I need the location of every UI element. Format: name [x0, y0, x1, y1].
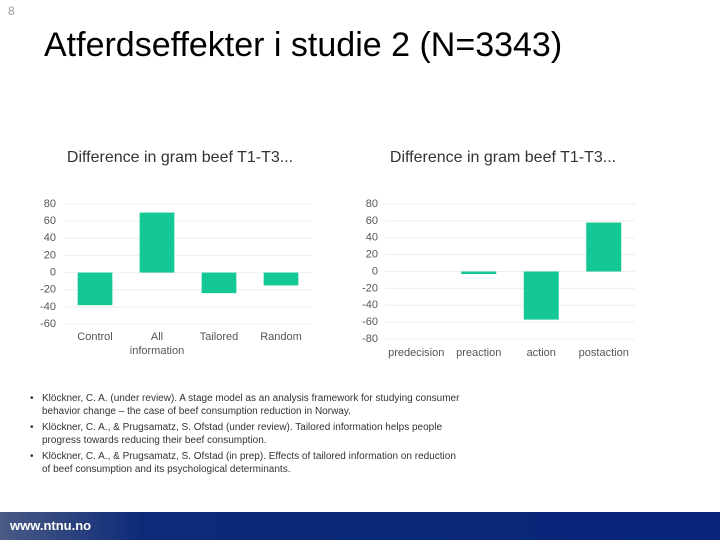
plot: -60 -40 -20 0 20 40 60 80	[40, 198, 312, 330]
x-tick-label: Control	[77, 331, 113, 343]
y-tick-label: 0	[372, 265, 378, 277]
y-tick-label: -60	[40, 318, 56, 330]
x-tick-label: Tailored	[199, 331, 239, 343]
footer-url: www.ntnu.no	[10, 518, 92, 533]
y-tick-label: 0	[50, 266, 56, 278]
y-tick-label: 60	[44, 215, 56, 227]
y-tick-label: -20	[362, 282, 378, 294]
y-tick-label: -80	[362, 333, 378, 345]
slide-title: Atferdseffekter i studie 2 (N=3343)	[44, 26, 563, 64]
slide-number: 8	[8, 4, 15, 18]
reference: Klöckner, C. A. (under review). A stage …	[30, 393, 460, 418]
chart: Difference in gram beef T1-T3... -80 -60-…	[323, 140, 663, 380]
plot: -80 -60 -40 -20 0 20 40 60 80	[362, 198, 635, 345]
bar	[201, 272, 237, 294]
x-tick-label: All information	[129, 331, 185, 357]
chart: Difference in gram beef T1-T3... -60 -40-…	[0, 140, 340, 380]
y-tick-label: -20	[40, 284, 56, 296]
x-tick-label: action	[526, 347, 556, 359]
x-tick-label: preaction	[456, 347, 502, 359]
chart-title: Difference in gram beef T1-T3...	[66, 149, 294, 166]
bar	[523, 271, 559, 320]
x-tick-label: postaction	[578, 347, 629, 359]
bar	[77, 272, 113, 306]
y-tick-label: -60	[362, 316, 378, 328]
reference: Klöckner, C. A., & Prugsamatz, S. Ofstad…	[30, 422, 460, 447]
x-tick-label: predecision	[388, 347, 445, 359]
footer-bar	[0, 512, 720, 540]
y-tick-label: 80	[366, 198, 378, 210]
y-tick-label: 40	[44, 232, 56, 244]
y-tick-label: 20	[366, 249, 378, 261]
bar	[139, 212, 175, 273]
reference: Klöckner, C. A., & Prugsamatz, S. Ofstad…	[30, 451, 460, 476]
bar	[263, 272, 299, 286]
bar	[586, 222, 622, 272]
y-tick-label: 80	[44, 198, 56, 210]
y-tick-label: 20	[44, 249, 56, 261]
y-tick-label: 60	[366, 215, 378, 227]
y-tick-label: -40	[362, 299, 378, 311]
y-tick-label: 40	[366, 232, 378, 244]
references: Klöckner, C. A. (under review). A stage …	[30, 393, 460, 480]
x-tick-label: Random	[260, 331, 302, 343]
y-tick-label: -40	[40, 301, 56, 313]
chart-title: Difference in gram beef T1-T3...	[389, 149, 617, 166]
bar	[461, 271, 497, 275]
